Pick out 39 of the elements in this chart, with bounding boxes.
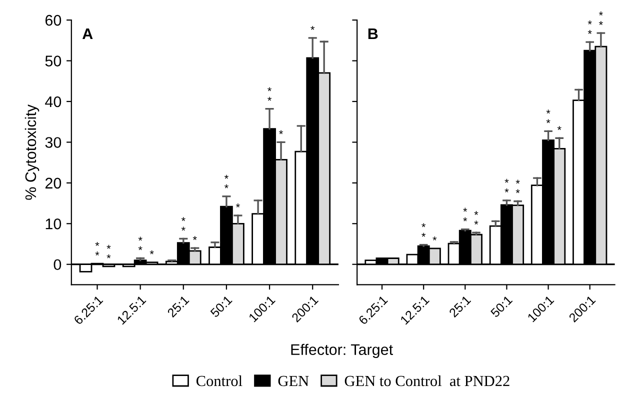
x-tick-label: 50:1: [210, 295, 233, 318]
data-label: * *: [138, 236, 142, 250]
data-label: * *: [516, 180, 520, 194]
data-label: * *: [95, 242, 100, 256]
data-label: *: [236, 204, 240, 208]
chart-title: B: [368, 28, 378, 40]
y-tick-label: 0: [54, 259, 62, 270]
data-label: * *: [463, 208, 468, 222]
data-label: *: [279, 130, 284, 134]
y-tick-label: 50: [45, 56, 62, 66]
legend-label: Control: [196, 375, 242, 386]
y-axis-title: % Cytotoxicity: [24, 104, 40, 200]
y-tick-label: 10: [46, 218, 62, 230]
data-label: *: [557, 126, 562, 130]
data-label: * *: [181, 217, 186, 231]
data-label: *: [310, 26, 315, 30]
data-label: * *: [474, 211, 478, 225]
data-label: * *: [106, 244, 111, 258]
data-label: *: [432, 236, 437, 240]
data-label: * *: [588, 20, 592, 34]
x-tick-label: 25:1: [448, 295, 472, 318]
chart-title: A: [82, 28, 93, 40]
y-tick-label: 20: [45, 178, 62, 189]
legend-label: GEN: [278, 376, 309, 386]
y-tick-label: 60: [45, 14, 62, 26]
data-label: * *: [546, 110, 550, 124]
data-label: * *: [224, 174, 228, 188]
x-tick-label: 50:1: [490, 295, 513, 318]
x-tick-label: 25:1: [166, 295, 190, 318]
data-label: * *: [504, 178, 509, 192]
data-label: *: [150, 250, 154, 254]
data-label: * *: [268, 87, 272, 101]
data-label: * *: [422, 223, 426, 237]
y-tick-label: 30: [45, 137, 62, 148]
y-tick-label: 40: [45, 96, 62, 108]
legend-label: GEN to Control at PND22: [344, 375, 510, 386]
x-axis-title: Effector: Target: [291, 344, 393, 358]
data-label: *: [192, 236, 197, 240]
data-label: * *: [598, 12, 603, 25]
